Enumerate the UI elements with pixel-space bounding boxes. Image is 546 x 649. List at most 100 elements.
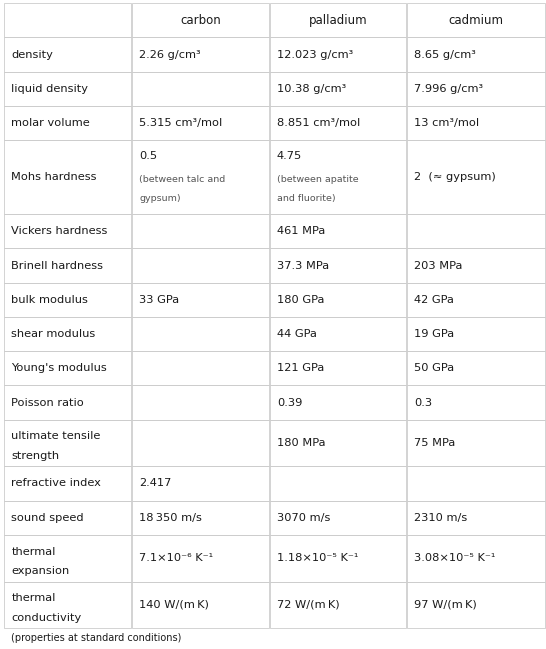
Bar xyxy=(4,317,131,351)
Bar xyxy=(4,582,131,628)
Bar xyxy=(270,3,406,38)
Text: 0.5: 0.5 xyxy=(139,151,157,162)
Text: bulk modulus: bulk modulus xyxy=(11,295,88,305)
Bar xyxy=(407,317,545,351)
Text: gypsum): gypsum) xyxy=(139,194,181,203)
Text: 50 GPa: 50 GPa xyxy=(414,363,454,373)
Text: 203 MPa: 203 MPa xyxy=(414,260,463,271)
Text: 121 GPa: 121 GPa xyxy=(277,363,324,373)
Text: 13 cm³/mol: 13 cm³/mol xyxy=(414,118,479,128)
Bar xyxy=(407,72,545,106)
Text: 33 GPa: 33 GPa xyxy=(139,295,179,305)
Bar xyxy=(132,38,269,72)
Bar xyxy=(407,535,545,582)
Text: expansion: expansion xyxy=(11,566,70,576)
Text: 3070 m/s: 3070 m/s xyxy=(277,513,330,522)
Bar xyxy=(132,500,269,535)
Text: 180 MPa: 180 MPa xyxy=(277,438,325,448)
Bar xyxy=(132,3,269,38)
Bar xyxy=(407,249,545,283)
Text: Vickers hardness: Vickers hardness xyxy=(11,227,108,236)
Text: 3.08×10⁻⁵ K⁻¹: 3.08×10⁻⁵ K⁻¹ xyxy=(414,553,496,563)
Text: cadmium: cadmium xyxy=(449,14,503,27)
Bar xyxy=(4,500,131,535)
Bar xyxy=(132,317,269,351)
Text: palladium: palladium xyxy=(308,14,367,27)
Text: 19 GPa: 19 GPa xyxy=(414,329,454,339)
Bar xyxy=(407,283,545,317)
Bar xyxy=(4,351,131,386)
Text: 2310 m/s: 2310 m/s xyxy=(414,513,468,522)
Bar xyxy=(270,140,406,214)
Text: conductivity: conductivity xyxy=(11,613,82,622)
Text: shear modulus: shear modulus xyxy=(11,329,96,339)
Text: 7.1×10⁻⁶ K⁻¹: 7.1×10⁻⁶ K⁻¹ xyxy=(139,553,213,563)
Text: 0.3: 0.3 xyxy=(414,398,432,408)
Bar xyxy=(270,106,406,140)
Text: Mohs hardness: Mohs hardness xyxy=(11,172,97,182)
Bar xyxy=(132,351,269,386)
Text: 180 GPa: 180 GPa xyxy=(277,295,324,305)
Bar xyxy=(407,467,545,500)
Bar xyxy=(270,214,406,249)
Bar xyxy=(270,351,406,386)
Text: liquid density: liquid density xyxy=(11,84,88,94)
Bar xyxy=(4,535,131,582)
Text: 5.315 cm³/mol: 5.315 cm³/mol xyxy=(139,118,222,128)
Text: thermal: thermal xyxy=(11,546,56,556)
Bar xyxy=(270,386,406,420)
Bar xyxy=(4,386,131,420)
Text: 72 W/(m K): 72 W/(m K) xyxy=(277,600,340,610)
Bar xyxy=(407,582,545,628)
Bar xyxy=(4,3,131,38)
Bar xyxy=(132,467,269,500)
Bar xyxy=(270,72,406,106)
Text: 44 GPa: 44 GPa xyxy=(277,329,317,339)
Text: 18 350 m/s: 18 350 m/s xyxy=(139,513,202,522)
Text: and fluorite): and fluorite) xyxy=(277,194,335,203)
Bar xyxy=(4,249,131,283)
Bar xyxy=(270,317,406,351)
Text: strength: strength xyxy=(11,451,60,461)
Text: Brinell hardness: Brinell hardness xyxy=(11,260,103,271)
Text: 75 MPa: 75 MPa xyxy=(414,438,456,448)
Bar xyxy=(270,535,406,582)
Bar xyxy=(132,249,269,283)
Bar xyxy=(4,106,131,140)
Text: density: density xyxy=(11,49,54,60)
Bar xyxy=(132,386,269,420)
Bar xyxy=(4,420,131,467)
Text: (between apatite: (between apatite xyxy=(277,175,358,184)
Bar xyxy=(407,3,545,38)
Text: 10.38 g/cm³: 10.38 g/cm³ xyxy=(277,84,346,94)
Bar xyxy=(407,386,545,420)
Text: sound speed: sound speed xyxy=(11,513,84,522)
Bar xyxy=(4,38,131,72)
Bar xyxy=(4,467,131,500)
Text: 140 W/(m K): 140 W/(m K) xyxy=(139,600,209,610)
Bar xyxy=(4,283,131,317)
Bar xyxy=(270,582,406,628)
Bar xyxy=(407,140,545,214)
Bar xyxy=(4,72,131,106)
Bar xyxy=(132,283,269,317)
Text: 0.39: 0.39 xyxy=(277,398,302,408)
Text: 12.023 g/cm³: 12.023 g/cm³ xyxy=(277,49,353,60)
Text: 1.18×10⁻⁵ K⁻¹: 1.18×10⁻⁵ K⁻¹ xyxy=(277,553,358,563)
Text: 2.417: 2.417 xyxy=(139,478,171,489)
Text: 37.3 MPa: 37.3 MPa xyxy=(277,260,329,271)
Bar xyxy=(407,38,545,72)
Text: (properties at standard conditions): (properties at standard conditions) xyxy=(11,633,182,643)
Bar xyxy=(407,106,545,140)
Text: 97 W/(m K): 97 W/(m K) xyxy=(414,600,477,610)
Bar xyxy=(407,500,545,535)
Text: ultimate tensile: ultimate tensile xyxy=(11,432,101,441)
Text: 461 MPa: 461 MPa xyxy=(277,227,325,236)
Bar xyxy=(270,500,406,535)
Bar xyxy=(270,38,406,72)
Text: 4.75: 4.75 xyxy=(277,151,302,162)
Text: 2  (≈ gypsum): 2 (≈ gypsum) xyxy=(414,172,496,182)
Text: molar volume: molar volume xyxy=(11,118,90,128)
Text: Young's modulus: Young's modulus xyxy=(11,363,107,373)
Bar xyxy=(132,106,269,140)
